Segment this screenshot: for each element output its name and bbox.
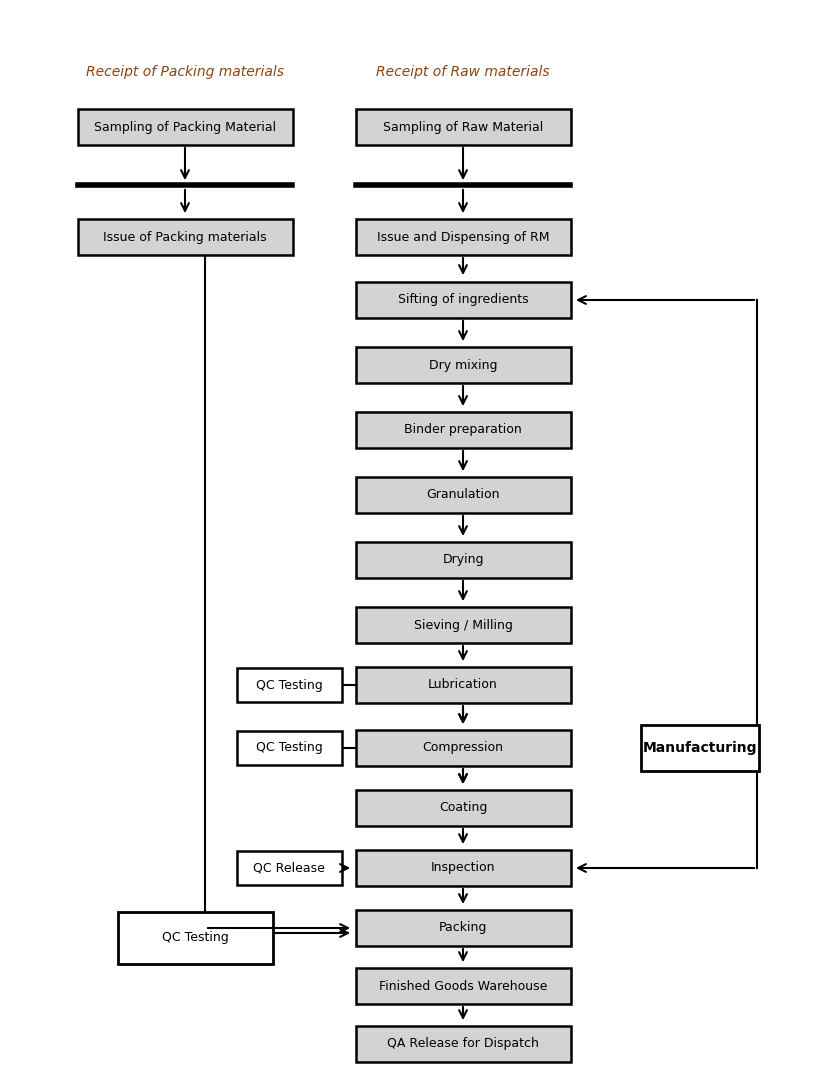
Text: Granulation: Granulation [426,488,500,501]
Text: Sampling of Raw Material: Sampling of Raw Material [383,120,544,133]
Bar [236,731,342,765]
Text: QA Release for Dispatch: QA Release for Dispatch [387,1037,539,1051]
Text: Coating: Coating [438,802,487,815]
Text: QC Testing: QC Testing [162,931,228,945]
Text: Manufacturing: Manufacturing [643,741,757,755]
Text: Receipt of Raw materials: Receipt of Raw materials [376,66,550,79]
Text: QC Testing: QC Testing [255,678,323,691]
Bar [117,912,273,964]
Bar [641,725,759,771]
Bar [355,1026,571,1063]
Text: Packing: Packing [438,922,487,935]
Text: QC Testing: QC Testing [255,741,323,755]
Text: Lubrication: Lubrication [428,678,498,691]
Bar [355,542,571,578]
Bar [355,667,571,703]
Bar [355,968,571,1004]
Bar [355,910,571,946]
Bar [77,219,292,256]
Text: QC Release: QC Release [253,862,325,875]
Bar [355,477,571,513]
Text: Sifting of ingredients: Sifting of ingredients [397,294,528,307]
Text: Sieving / Milling: Sieving / Milling [414,618,512,631]
Bar [355,109,571,145]
Text: Issue of Packing materials: Issue of Packing materials [103,230,267,244]
Text: Issue and Dispensing of RM: Issue and Dispensing of RM [377,230,549,244]
Bar [355,790,571,826]
Text: Receipt of Packing materials: Receipt of Packing materials [86,66,284,79]
Bar [355,412,571,448]
Text: Finished Goods Warehouse: Finished Goods Warehouse [378,980,547,993]
Bar [236,668,342,702]
Text: Dry mixing: Dry mixing [429,358,498,371]
Text: Compression: Compression [423,741,503,755]
Bar [236,851,342,885]
Bar [77,109,292,145]
Text: Sampling of Packing Material: Sampling of Packing Material [94,120,276,133]
Text: Inspection: Inspection [431,862,495,875]
Bar [355,219,571,256]
Bar [355,729,571,765]
Text: Drying: Drying [443,554,484,567]
Bar [355,607,571,643]
Bar [355,347,571,383]
Text: Binder preparation: Binder preparation [404,424,522,437]
Bar [355,850,571,886]
Bar [355,282,571,318]
